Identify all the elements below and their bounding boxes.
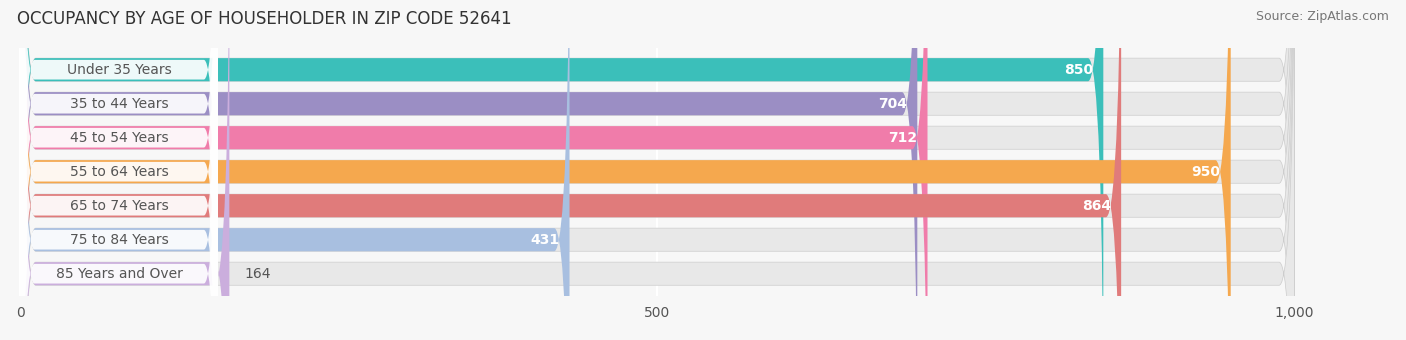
Text: 850: 850	[1064, 63, 1092, 77]
FancyBboxPatch shape	[21, 0, 218, 340]
FancyBboxPatch shape	[21, 0, 1295, 340]
FancyBboxPatch shape	[21, 0, 917, 340]
FancyBboxPatch shape	[21, 0, 1295, 340]
Text: 864: 864	[1081, 199, 1111, 213]
FancyBboxPatch shape	[21, 0, 1295, 340]
FancyBboxPatch shape	[21, 0, 1295, 340]
Text: 45 to 54 Years: 45 to 54 Years	[70, 131, 169, 145]
Text: 431: 431	[530, 233, 560, 247]
FancyBboxPatch shape	[21, 0, 928, 340]
Text: 75 to 84 Years: 75 to 84 Years	[70, 233, 169, 247]
FancyBboxPatch shape	[21, 0, 1121, 340]
Text: 65 to 74 Years: 65 to 74 Years	[70, 199, 169, 213]
FancyBboxPatch shape	[21, 0, 1230, 340]
Text: 712: 712	[889, 131, 917, 145]
FancyBboxPatch shape	[21, 0, 1295, 340]
FancyBboxPatch shape	[21, 0, 229, 340]
Text: Under 35 Years: Under 35 Years	[67, 63, 172, 77]
FancyBboxPatch shape	[21, 0, 218, 340]
FancyBboxPatch shape	[21, 0, 218, 340]
FancyBboxPatch shape	[21, 0, 218, 340]
Text: 950: 950	[1191, 165, 1220, 179]
Text: 164: 164	[245, 267, 271, 281]
FancyBboxPatch shape	[21, 0, 1295, 340]
Text: 35 to 44 Years: 35 to 44 Years	[70, 97, 169, 111]
Text: 55 to 64 Years: 55 to 64 Years	[70, 165, 169, 179]
FancyBboxPatch shape	[21, 0, 1104, 340]
Text: OCCUPANCY BY AGE OF HOUSEHOLDER IN ZIP CODE 52641: OCCUPANCY BY AGE OF HOUSEHOLDER IN ZIP C…	[17, 10, 512, 28]
Text: 85 Years and Over: 85 Years and Over	[56, 267, 183, 281]
Text: 704: 704	[879, 97, 907, 111]
FancyBboxPatch shape	[21, 0, 218, 340]
FancyBboxPatch shape	[21, 0, 218, 340]
FancyBboxPatch shape	[21, 0, 218, 340]
FancyBboxPatch shape	[21, 0, 1295, 340]
Text: Source: ZipAtlas.com: Source: ZipAtlas.com	[1256, 10, 1389, 23]
FancyBboxPatch shape	[21, 0, 569, 340]
